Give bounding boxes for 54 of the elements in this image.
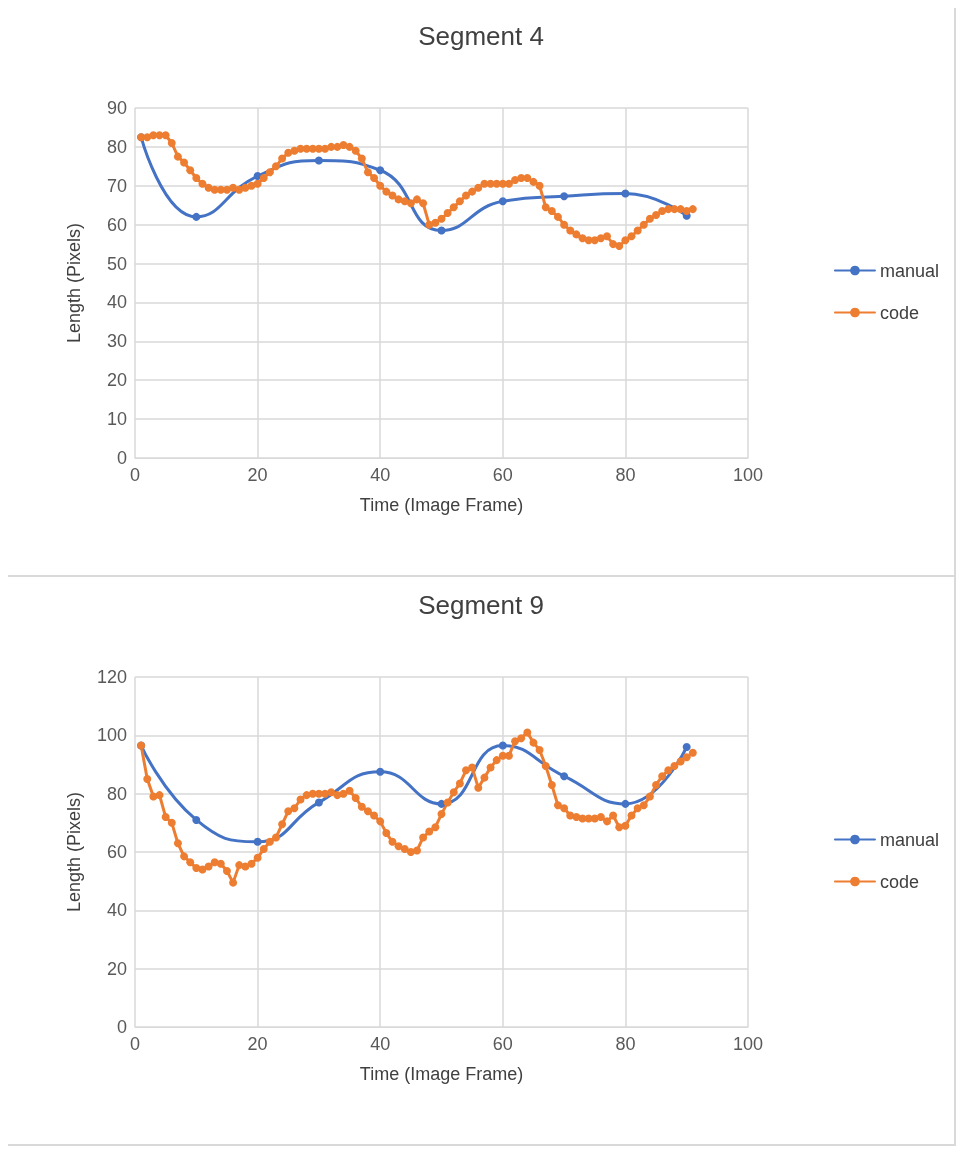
y-tick-label: 80 bbox=[106, 136, 127, 157]
y-tick-label: 40 bbox=[106, 292, 127, 313]
legend-label: manual bbox=[879, 260, 940, 281]
x-tick-label: 20 bbox=[247, 465, 268, 485]
point bbox=[192, 212, 201, 221]
y-tick-label: 30 bbox=[106, 331, 127, 352]
y-tick-label: 60 bbox=[106, 214, 127, 235]
x-tick-label: 0 bbox=[129, 465, 141, 485]
y-tick-label: 20 bbox=[106, 370, 127, 391]
y-tick-label: 80 bbox=[106, 783, 127, 804]
y-tick-label: 10 bbox=[106, 409, 127, 430]
chart-title: Segment 4 bbox=[418, 21, 544, 51]
point bbox=[192, 815, 201, 824]
chart-title: Segment 9 bbox=[418, 590, 544, 620]
y-tick-label: 120 bbox=[96, 667, 127, 687]
x-tick-label: 60 bbox=[492, 465, 513, 485]
y-axis-title: Length (Pixels) bbox=[64, 222, 84, 344]
point bbox=[376, 767, 385, 776]
y-tick-label: 50 bbox=[106, 253, 127, 274]
y-tick-label: 40 bbox=[106, 900, 127, 921]
y-tick-label: 70 bbox=[106, 175, 127, 196]
x-axis-title: Time (Image Frame) bbox=[359, 495, 524, 515]
x-tick-label: 60 bbox=[492, 1034, 513, 1054]
point bbox=[376, 166, 385, 175]
point bbox=[253, 837, 262, 846]
point bbox=[682, 743, 691, 751]
y-tick-label: 0 bbox=[116, 1017, 127, 1037]
y-tick-label: 60 bbox=[106, 842, 127, 862]
point bbox=[314, 798, 323, 807]
x-tick-label: 80 bbox=[615, 1034, 636, 1054]
x-tick-label: 20 bbox=[247, 1034, 268, 1054]
y-tick-label: 90 bbox=[106, 98, 127, 118]
x-tick-label: 40 bbox=[370, 1034, 391, 1054]
legend-label: manual bbox=[879, 829, 940, 850]
point bbox=[314, 156, 323, 165]
x-axis-title: Time (Image Frame) bbox=[359, 1064, 524, 1084]
y-tick-label: 20 bbox=[106, 958, 127, 979]
y-tick-label: 100 bbox=[96, 725, 127, 746]
legend-label: code bbox=[879, 302, 920, 323]
x-tick-label: 0 bbox=[129, 1034, 141, 1054]
point bbox=[560, 192, 569, 201]
point bbox=[498, 197, 507, 206]
point bbox=[621, 189, 630, 198]
y-tick-label: 0 bbox=[116, 448, 127, 468]
point bbox=[621, 799, 630, 808]
legend-label: code bbox=[879, 871, 920, 892]
point bbox=[498, 741, 507, 750]
x-tick-label: 40 bbox=[370, 465, 391, 485]
point bbox=[437, 226, 446, 235]
point bbox=[560, 772, 569, 781]
x-tick-label: 100 bbox=[732, 465, 764, 485]
x-tick-label: 100 bbox=[732, 1034, 764, 1054]
x-tick-label: 80 bbox=[615, 465, 636, 485]
y-axis-title: Length (Pixels) bbox=[64, 791, 84, 913]
